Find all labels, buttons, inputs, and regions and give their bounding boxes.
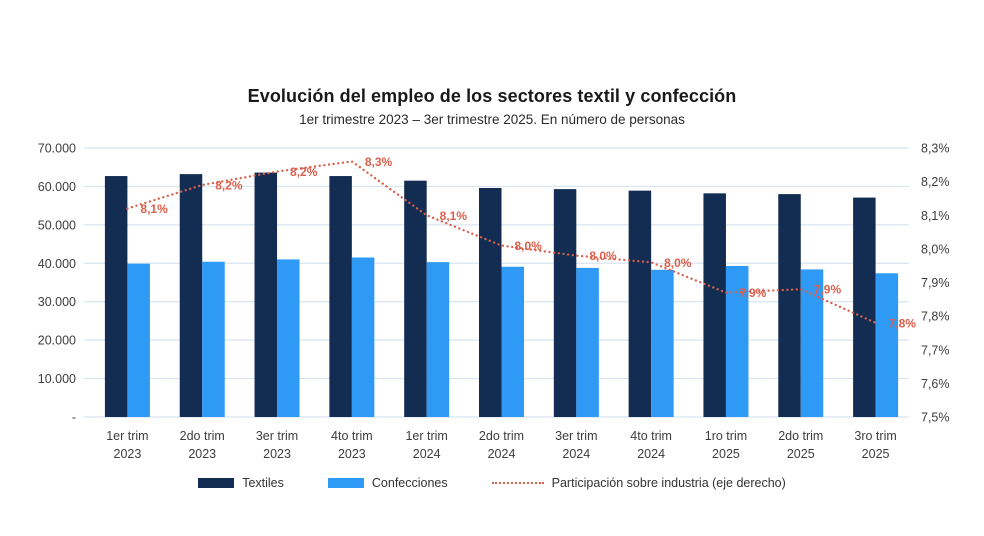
y-axis-label-left: -: [72, 411, 76, 425]
y-axis-label-left: 30.000: [38, 295, 76, 309]
x-axis-label-year: 2025: [787, 447, 815, 461]
line-point-label: 8,3%: [365, 155, 393, 169]
x-axis-label-period: 1ro trim: [705, 429, 747, 443]
bar-confecciones: [725, 265, 749, 417]
chart-subtitle: 1er trimestre 2023 – 3er trimestre 2025.…: [299, 112, 685, 127]
bar-confecciones: [576, 267, 599, 417]
legend-label-textiles: Textiles: [242, 476, 284, 490]
bar-textiles: [104, 176, 128, 417]
bar-textiles: [553, 189, 577, 417]
x-axis-label-year: 2024: [488, 447, 516, 461]
legend-label-participacion: Participación sobre industria (eje derec…: [551, 476, 786, 490]
line-point-label: 8,0%: [589, 249, 617, 263]
bar-textiles: [254, 172, 278, 417]
x-axis-label-period: 2do trim: [479, 429, 524, 443]
line-point-label: 8,2%: [290, 165, 318, 179]
bar-confecciones: [651, 269, 674, 417]
legend-item-textiles: Textiles: [198, 476, 284, 490]
y-axis-label-right: 7,6%: [921, 377, 950, 391]
participation-line: [126, 160, 877, 325]
x-axis-label-year: 2023: [188, 447, 216, 461]
x-axis-label-year: 2023: [338, 447, 366, 461]
bar-textiles: [703, 193, 726, 417]
x-axis-label-period: 4to trim: [331, 429, 373, 443]
dotted-line-swatch-icon: [491, 482, 544, 484]
bar-textiles: [404, 180, 427, 417]
line-point-label: 8,1%: [140, 202, 168, 216]
chart-legend: Textiles Confecciones Participación sobr…: [0, 476, 984, 490]
y-axis-label-left: 10.000: [38, 372, 76, 386]
y-axis-label-right: 8,1%: [921, 209, 950, 223]
x-axis-label-year: 2024: [413, 447, 441, 461]
x-axis-label-period: 2do trim: [778, 429, 823, 443]
y-axis-label-right: 7,9%: [921, 276, 950, 290]
legend-item-participacion: Participación sobre industria (eje derec…: [491, 476, 786, 490]
x-axis-label-year: 2023: [263, 447, 291, 461]
x-axis-label-year: 2024: [637, 447, 665, 461]
line-point-label: 7,9%: [739, 286, 767, 300]
line-point-label: 7,8%: [889, 316, 917, 330]
bar-confecciones: [501, 266, 524, 417]
x-axis-label-period: 3ro trim: [854, 429, 896, 443]
line-point-label: 8,2%: [215, 178, 243, 192]
x-axis-label-period: 1er trim: [405, 429, 447, 443]
line-point-label: 8,1%: [440, 209, 468, 223]
bar-confecciones: [127, 263, 150, 417]
x-axis-label-period: 1er trim: [106, 429, 148, 443]
bar-textiles: [778, 194, 801, 417]
y-axis-label-left: 60.000: [38, 180, 76, 194]
legend-label-confecciones: Confecciones: [371, 476, 448, 490]
y-axis-label-right: 7,8%: [921, 310, 950, 324]
x-axis-label-year: 2024: [562, 447, 590, 461]
x-axis-label-period: 2do trim: [180, 429, 225, 443]
bar-confecciones: [875, 273, 899, 417]
y-axis-label-right: 7,5%: [921, 411, 950, 425]
bar-confecciones: [277, 259, 300, 417]
x-axis-label-year: 2025: [712, 447, 740, 461]
y-axis-label-left: 40.000: [38, 257, 76, 271]
y-axis-label-right: 8,0%: [921, 242, 950, 256]
x-axis-label-period: 3er trim: [555, 429, 597, 443]
x-axis-label-period: 4to trim: [630, 429, 672, 443]
y-axis-label-right: 7,7%: [921, 343, 950, 357]
bar-textiles: [853, 197, 876, 417]
bar-confecciones: [426, 262, 450, 417]
y-axis-label-left: 70.000: [38, 142, 76, 156]
y-axis-label-left: 20.000: [38, 334, 76, 348]
y-axis-label-right: 8,2%: [921, 175, 950, 189]
legend-item-confecciones: Confecciones: [327, 476, 448, 490]
line-point-label: 8,0%: [515, 239, 543, 253]
chart-title: Evolución del empleo de los sectores tex…: [247, 86, 737, 106]
bar-confecciones: [800, 269, 824, 417]
confecciones-swatch-icon: [327, 478, 364, 488]
textiles-swatch-icon: [198, 478, 235, 488]
x-axis-label-year: 2023: [114, 447, 142, 461]
x-axis-label-year: 2025: [862, 447, 890, 461]
bar-textiles: [329, 176, 352, 417]
bar-textiles: [628, 190, 652, 417]
x-axis-label-period: 3er trim: [256, 429, 298, 443]
line-point-label: 7,9%: [814, 283, 842, 297]
bar-textiles: [479, 187, 502, 417]
bar-confecciones: [351, 257, 375, 417]
bar-confecciones: [202, 261, 225, 417]
y-axis-label-left: 50.000: [38, 218, 76, 232]
bar-textiles: [179, 174, 203, 417]
y-axis-label-right: 8,3%: [921, 142, 950, 156]
line-point-label: 8,0%: [664, 256, 692, 270]
